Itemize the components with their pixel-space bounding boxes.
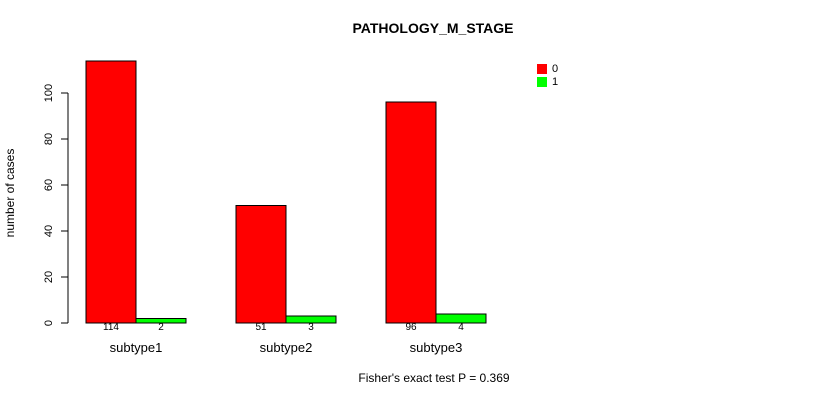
- bar-value-label: 114: [103, 322, 119, 333]
- legend-swatch: [537, 77, 547, 87]
- bar-subtype3-series-1: [435, 313, 487, 324]
- legend-entry: 1: [537, 76, 558, 88]
- y-axis-tick-label: 0: [43, 320, 55, 326]
- bar-value-label: 4: [458, 322, 464, 333]
- legend-swatch: [537, 64, 547, 74]
- y-axis-tick-label: 100: [43, 84, 55, 102]
- bar-value-label: 51: [255, 322, 267, 333]
- bar-subtype1-series-0: [85, 60, 137, 324]
- bar-subtype2-series-1: [285, 315, 337, 324]
- fisher-test-annotation: Fisher's exact test P = 0.369: [358, 371, 510, 385]
- legend-label: 1: [552, 76, 559, 88]
- bar-subtype2-series-0: [235, 205, 287, 324]
- bar-value-label: 2: [158, 322, 164, 333]
- bar-subtype1-series-1: [135, 317, 187, 324]
- bar-value-label: 3: [308, 322, 314, 333]
- y-axis-tick-label: 80: [43, 133, 55, 145]
- bar-subtype3-series-0: [385, 101, 437, 324]
- chart-title: PATHOLOGY_M_STAGE: [352, 20, 514, 36]
- x-axis-category-label: subtype1: [110, 340, 163, 355]
- legend-entry: 0: [537, 63, 558, 75]
- x-axis-category-label: subtype3: [410, 340, 463, 355]
- bar-value-label: 96: [405, 322, 417, 333]
- legend-label: 0: [552, 63, 559, 75]
- y-axis-tick-label: 20: [43, 271, 55, 283]
- y-axis-tick-label: 40: [43, 225, 55, 237]
- y-axis-tick-label: 60: [43, 179, 55, 191]
- x-axis-category-label: subtype2: [260, 340, 313, 355]
